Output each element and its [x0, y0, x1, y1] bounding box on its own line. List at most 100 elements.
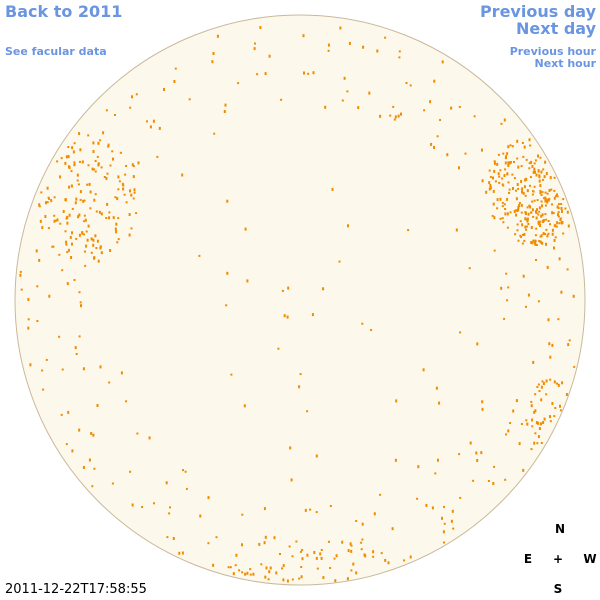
facula: [181, 173, 184, 177]
facula: [573, 365, 576, 368]
facula: [514, 233, 517, 236]
facula: [241, 543, 243, 547]
facula: [306, 410, 309, 413]
facula: [303, 71, 305, 75]
facula: [166, 536, 169, 539]
facula: [422, 368, 425, 372]
facula: [132, 197, 135, 200]
facula: [149, 125, 152, 129]
facula: [514, 209, 517, 212]
facula: [519, 220, 522, 223]
facula: [389, 114, 392, 117]
facula: [533, 441, 536, 445]
facula: [542, 382, 545, 385]
facula: [501, 177, 504, 180]
facula: [341, 540, 344, 544]
facula: [244, 572, 247, 576]
facula: [501, 217, 504, 220]
facula: [553, 189, 556, 192]
facula: [546, 198, 549, 201]
facula: [506, 212, 509, 216]
facula: [446, 153, 449, 157]
facula: [312, 71, 315, 75]
facula: [540, 170, 543, 174]
facula: [41, 369, 44, 372]
facula: [252, 572, 255, 576]
facula: [507, 429, 510, 433]
facula: [521, 187, 524, 191]
facula: [532, 360, 535, 364]
facula: [500, 122, 503, 125]
facula: [93, 256, 95, 260]
facula: [300, 566, 303, 568]
facula: [182, 469, 184, 472]
facula: [512, 409, 515, 413]
facular-data-link[interactable]: See facular data: [5, 45, 107, 58]
facula: [537, 435, 540, 439]
facula: [269, 566, 272, 570]
facula: [522, 468, 525, 472]
facula: [493, 160, 496, 163]
facula: [54, 219, 57, 222]
facula: [123, 193, 126, 196]
facula: [545, 379, 548, 383]
facula: [361, 522, 364, 526]
solar-disk: [14, 14, 586, 586]
facula: [350, 569, 353, 572]
facula: [65, 240, 68, 244]
facula: [93, 168, 96, 171]
facula: [556, 382, 558, 385]
facula: [429, 100, 432, 104]
facula: [496, 207, 499, 210]
facula: [60, 413, 63, 416]
facula: [129, 189, 131, 193]
facula: [464, 152, 467, 155]
facula: [541, 204, 543, 208]
facula: [61, 368, 64, 371]
facula: [87, 164, 90, 167]
facula: [92, 433, 95, 437]
facula: [168, 512, 171, 515]
facula: [131, 503, 134, 507]
previous-day-link[interactable]: Previous day: [479, 2, 596, 21]
facula: [393, 118, 396, 121]
next-hour-link[interactable]: Next hour: [534, 57, 597, 70]
facula: [531, 164, 534, 168]
facula: [83, 220, 86, 223]
facula: [72, 150, 75, 154]
facula: [437, 458, 439, 462]
facula: [544, 196, 547, 199]
next-day-link[interactable]: Next day: [516, 19, 596, 38]
facula: [553, 176, 556, 179]
facula: [259, 26, 262, 29]
facula: [537, 170, 540, 173]
facula: [561, 381, 564, 385]
facula: [44, 215, 47, 218]
facula: [91, 167, 94, 171]
previous-hour-link[interactable]: Previous hour: [509, 45, 596, 58]
facula: [53, 214, 56, 217]
facula: [494, 180, 497, 183]
facula: [329, 505, 332, 507]
facula: [387, 561, 390, 565]
facula: [65, 155, 68, 159]
facula: [84, 264, 87, 267]
facula: [111, 482, 114, 485]
facula: [481, 179, 484, 183]
facula: [184, 470, 187, 473]
facula: [509, 211, 512, 214]
facula: [525, 225, 528, 228]
facula: [525, 212, 527, 215]
facula: [59, 175, 62, 179]
facula: [516, 183, 519, 186]
facula: [301, 548, 304, 551]
back-to-year-link[interactable]: Back to 2011: [5, 2, 123, 21]
facula: [384, 36, 387, 39]
facula: [29, 363, 32, 367]
facula: [98, 210, 101, 214]
facula: [522, 191, 525, 195]
facula: [105, 177, 108, 180]
facula: [530, 226, 533, 229]
facula: [287, 286, 290, 290]
